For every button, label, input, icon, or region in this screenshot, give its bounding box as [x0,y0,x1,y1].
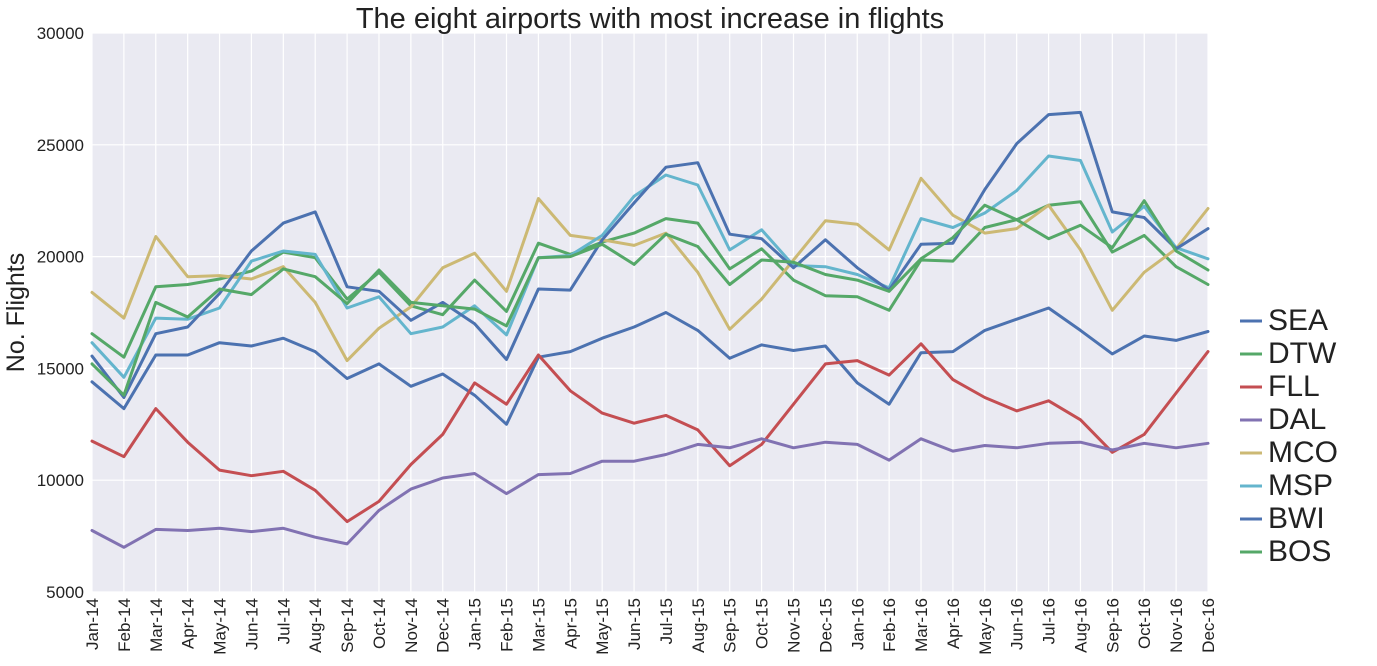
legend-label-msp: MSP [1268,469,1333,502]
legend-label-dtw: DTW [1268,337,1337,370]
series-line-mco [90,176,1210,363]
x-tick-label: Jun-14 [242,598,261,650]
x-tick-label: Nov-15 [784,598,803,653]
series-line-dtw [90,200,1210,359]
legend-label-bwi: BWI [1268,502,1325,535]
series-line-bos [90,199,1210,397]
x-tick-label: Sep-15 [721,598,740,653]
y-tick-label: 10000 [37,471,84,490]
y-tick-label: 20000 [37,248,84,267]
x-tick-label: Jul-14 [274,598,293,644]
x-tick-label: Dec-14 [434,598,453,653]
y-tick-label: 25000 [37,136,84,155]
legend-label-dal: DAL [1268,403,1326,436]
series-line-bwi [90,110,1210,399]
x-tick-label: Jan-15 [466,598,485,650]
x-tick-label: Mar-14 [147,598,166,652]
chart-title: The eight airports with most increase in… [356,3,944,35]
series-lines [90,110,1210,549]
x-tick-label: Nov-14 [402,598,421,653]
x-tick-label: Aug-15 [689,598,708,653]
x-tick-label: Oct-14 [370,598,389,649]
x-tick-label: Aug-16 [1071,598,1090,653]
x-tick-label: Apr-14 [179,598,198,649]
x-tick-label: Dec-16 [1199,598,1218,653]
series-line-dal [90,437,1210,549]
x-tick-label: Sep-16 [1103,598,1122,653]
y-axis-label: No. Flights [2,253,30,372]
y-axis-ticks: 5000 10000 15000 20000 25000 30000 [37,24,84,602]
legend-label-fll: FLL [1268,370,1320,403]
y-tick-label: 5000 [46,583,84,602]
x-tick-label: May-15 [593,598,612,655]
x-tick-label: Aug-14 [306,598,325,653]
x-tick-label: Feb-16 [880,598,899,652]
x-tick-label: Jul-15 [657,598,676,644]
series-line-sea [90,306,1210,426]
legend-label-mco: MCO [1268,436,1338,469]
x-axis-ticks: Jan-14 Feb-14 Mar-14 Apr-14 May-14 Jun-14 Jul-… [83,598,1218,655]
x-tick-label: Nov-16 [1167,598,1186,653]
grid [91,32,1209,593]
y-tick-label: 30000 [37,24,84,43]
x-tick-label: Feb-14 [115,598,134,652]
x-tick-label: Apr-16 [944,598,963,649]
legend-label-sea: SEA [1268,304,1328,337]
x-tick-label: Apr-15 [561,598,580,649]
x-tick-label: Jan-16 [848,598,867,650]
x-tick-label: Mar-15 [529,598,548,652]
x-tick-label: Sep-14 [338,598,357,653]
x-tick-label: Mar-16 [912,598,931,652]
legend-label-bos: BOS [1268,535,1331,568]
x-tick-label: Oct-16 [1135,598,1154,649]
series-line-fll [90,342,1210,524]
x-tick-label: Jan-14 [83,598,102,650]
y-tick-label: 15000 [37,359,84,378]
x-tick-label: Jun-15 [625,598,644,650]
x-tick-label: Jun-16 [1008,598,1027,650]
x-tick-label: Feb-15 [498,598,517,652]
plot-area [92,33,1208,592]
x-tick-label: Jul-16 [1040,598,1059,644]
x-tick-label: Oct-15 [753,598,772,649]
x-tick-label: May-16 [976,598,995,655]
x-tick-label: May-14 [211,598,230,655]
x-tick-label: Dec-15 [816,598,835,653]
